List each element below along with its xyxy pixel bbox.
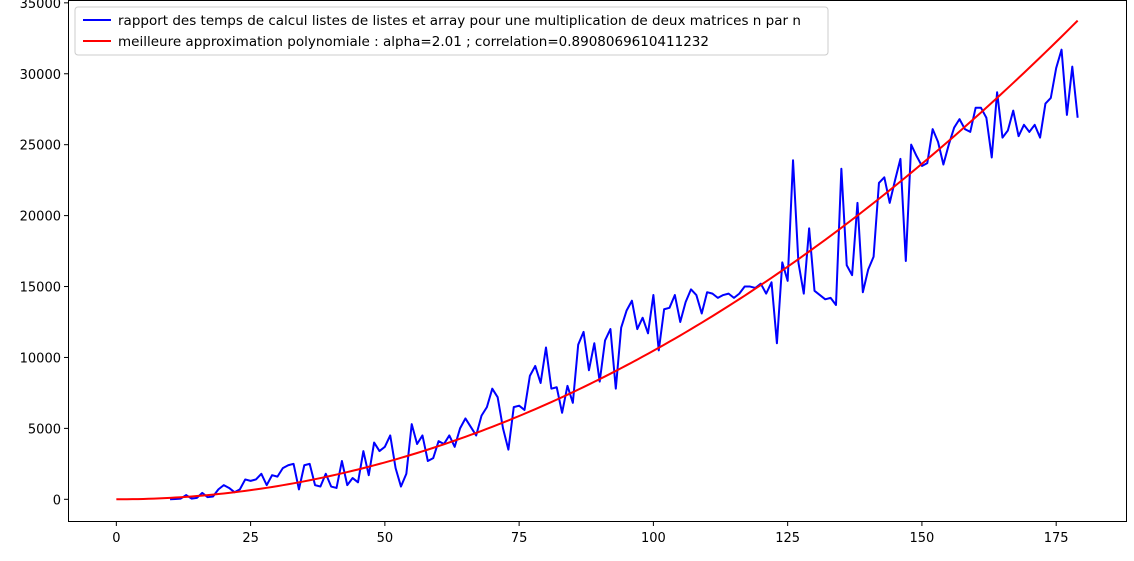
plot-area [116,19,1079,501]
x-tick-label: 150 [910,531,935,546]
x-tick-label: 125 [775,531,800,546]
series-line-measured [169,48,1079,501]
legend: rapport des temps de calcul listes de li… [74,6,829,56]
series-line-fit [116,19,1079,501]
y-tick-label: 35000 [20,0,61,12]
y-tick-label: 20000 [20,210,61,225]
y-tick-label: 15000 [20,281,61,296]
y-tick-label: 10000 [20,351,61,366]
y-tick-label: 25000 [20,139,61,154]
x-tick-label: 175 [1044,531,1069,546]
legend-label-series-2: meilleure approximation polynomiale : al… [118,34,709,50]
x-tick-label: 0 [112,531,120,546]
x-tick-label: 25 [242,531,259,546]
plot-frame [68,0,1127,522]
y-tick-label: 0 [53,493,61,508]
x-tick-label: 100 [641,531,666,546]
y-tick-label: 5000 [28,422,61,437]
legend-box [74,6,829,56]
y-tick-label: 30000 [20,68,61,83]
legend-label-series-1: rapport des temps de calcul listes de li… [118,13,801,29]
x-tick-label: 50 [377,531,394,546]
x-tick-label: 75 [511,531,528,546]
